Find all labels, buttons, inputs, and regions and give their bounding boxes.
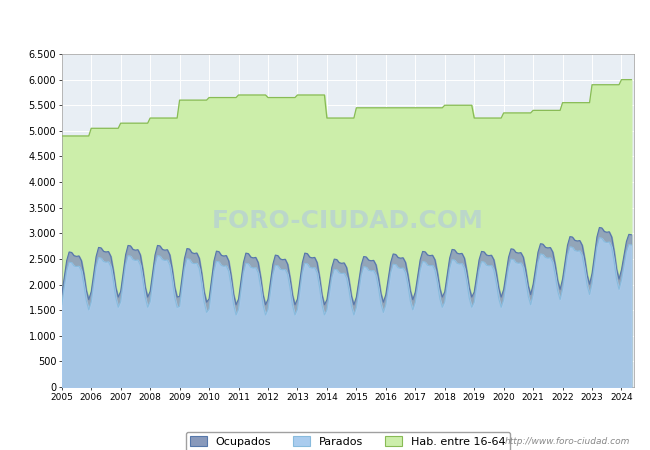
Legend: Ocupados, Parados, Hab. entre 16-64: Ocupados, Parados, Hab. entre 16-64	[185, 432, 510, 450]
Text: FORO-CIUDAD.COM: FORO-CIUDAD.COM	[212, 208, 484, 233]
Text: Sant Llorenç des Cardassar - Evolucion de la poblacion en edad de Trabajar Mayo : Sant Llorenç des Cardassar - Evolucion d…	[68, 18, 582, 29]
Text: http://www.foro-ciudad.com: http://www.foro-ciudad.com	[505, 436, 630, 446]
